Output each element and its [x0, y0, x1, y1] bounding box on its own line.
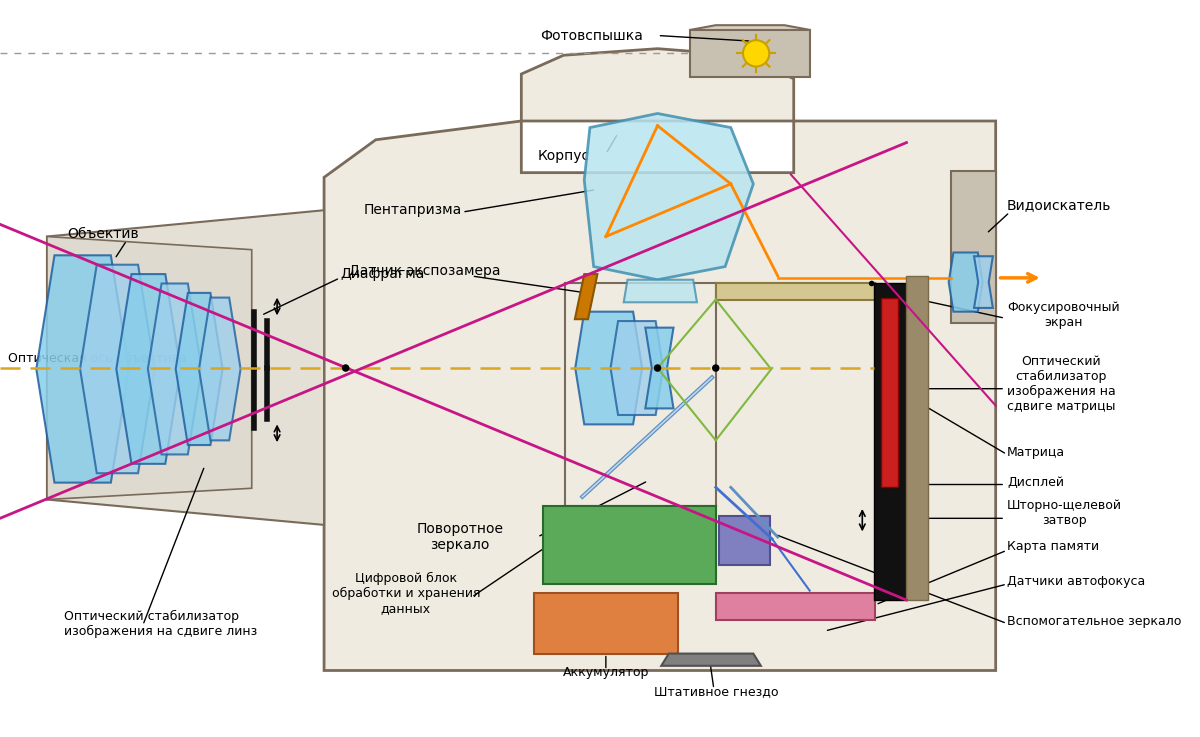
Text: Шторно-щелевой
затвор: Шторно-щелевой затвор	[1007, 499, 1122, 527]
Polygon shape	[950, 171, 996, 323]
Polygon shape	[47, 237, 252, 500]
Text: Датчики автофокуса: Датчики автофокуса	[1007, 575, 1145, 587]
Circle shape	[869, 281, 875, 286]
Text: Штативное гнездо: Штативное гнездо	[654, 685, 778, 698]
Circle shape	[743, 41, 769, 66]
Polygon shape	[175, 293, 222, 445]
Polygon shape	[949, 253, 983, 312]
Polygon shape	[148, 284, 202, 455]
Polygon shape	[534, 593, 678, 654]
Polygon shape	[542, 506, 715, 584]
Text: Фотовспышка: Фотовспышка	[540, 29, 643, 43]
Polygon shape	[521, 49, 793, 121]
Text: Диафрагма: Диафрагма	[340, 267, 425, 281]
Text: Аккумулятор: Аккумулятор	[563, 666, 649, 679]
Text: Датчик экспозамера: Датчик экспозамера	[349, 265, 500, 279]
Polygon shape	[974, 256, 992, 308]
Polygon shape	[47, 210, 324, 525]
Text: Цифровой блок
обработки и хранения
данных: Цифровой блок обработки и хранения данны…	[331, 572, 480, 615]
Polygon shape	[715, 284, 876, 301]
Text: Матрица: Матрица	[1007, 446, 1066, 459]
Polygon shape	[719, 515, 770, 565]
Text: Пентапризма: Пентапризма	[364, 203, 462, 217]
Text: Оптическая ось объектива: Оптическая ось объектива	[7, 352, 186, 365]
Circle shape	[654, 364, 661, 371]
Text: Оптический стабилизатор
изображения на сдвиге линз: Оптический стабилизатор изображения на с…	[64, 609, 257, 638]
Text: Карта памяти: Карта памяти	[1007, 540, 1099, 553]
Text: Корпус: Корпус	[538, 149, 589, 163]
Polygon shape	[690, 25, 810, 55]
Polygon shape	[874, 284, 906, 600]
Text: Вспомогательное зеркало: Вспомогательное зеркало	[1007, 615, 1181, 628]
Circle shape	[342, 364, 349, 371]
Text: Видоискатель: Видоискатель	[1007, 198, 1111, 212]
Text: Объектив: Объектив	[67, 227, 139, 241]
Polygon shape	[80, 265, 155, 473]
Polygon shape	[199, 298, 241, 441]
Polygon shape	[661, 654, 761, 666]
Text: Поворотное
зеркало: Поворотное зеркало	[416, 522, 504, 552]
Polygon shape	[575, 274, 598, 319]
Polygon shape	[575, 312, 642, 425]
Polygon shape	[584, 113, 754, 280]
Polygon shape	[116, 274, 180, 464]
Polygon shape	[715, 593, 876, 620]
Polygon shape	[36, 255, 130, 483]
Text: Оптический
стабилизатор
изображения на
сдвиге матрицы: Оптический стабилизатор изображения на с…	[1007, 355, 1116, 413]
Circle shape	[712, 364, 720, 371]
Polygon shape	[881, 298, 898, 487]
Polygon shape	[906, 276, 928, 600]
Text: Дисплей: Дисплей	[1007, 476, 1064, 489]
Text: Фокусировочный
экран: Фокусировочный экран	[1007, 301, 1120, 329]
Polygon shape	[690, 30, 810, 77]
Polygon shape	[646, 328, 673, 408]
Polygon shape	[624, 280, 697, 302]
Polygon shape	[611, 321, 664, 415]
Polygon shape	[324, 121, 996, 671]
